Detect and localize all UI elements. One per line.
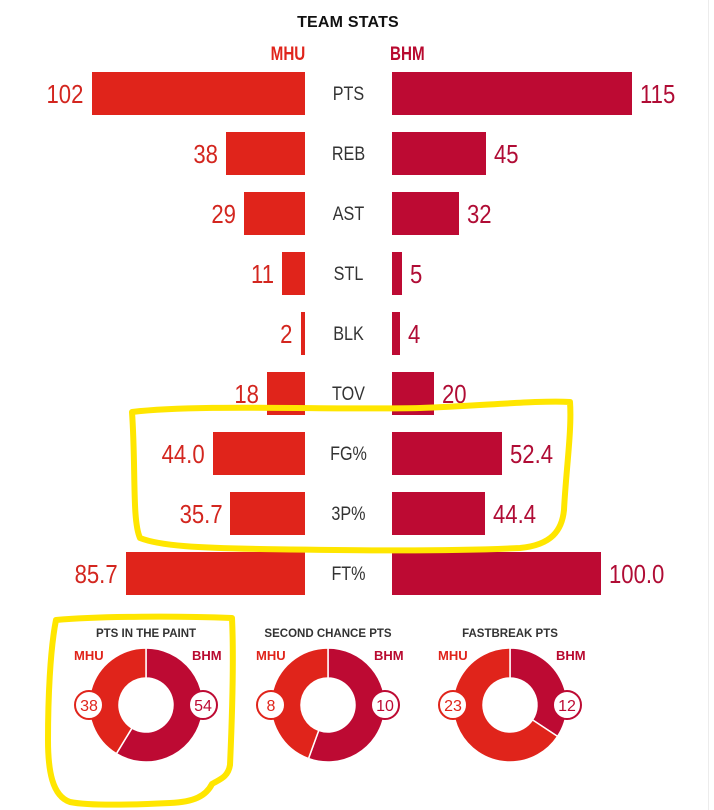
- stat-label: TOV: [332, 384, 365, 405]
- team-left-bar: [91, 72, 305, 115]
- team-left-value: 11: [251, 259, 275, 289]
- stat-row-ast: 29 AST 32: [0, 192, 714, 236]
- team-left-value: 18: [234, 379, 260, 409]
- donut-title: SECOND CHANCE PTS: [264, 628, 392, 640]
- stat-row-3p-pct: 35.7 3P% 44.4: [0, 492, 714, 536]
- donut-right-team: BHM: [556, 648, 586, 663]
- team-left-bar: [244, 192, 305, 235]
- team-left-bar: [125, 552, 305, 595]
- donut-title: FASTBREAK PTS: [462, 628, 558, 640]
- team-right-value: 44.4: [492, 499, 536, 529]
- donut-ring: 23 12: [438, 647, 582, 763]
- donut-right-value: 54: [194, 698, 212, 715]
- stat-label: AST: [332, 204, 365, 225]
- team-right-value: 100.0: [609, 559, 665, 589]
- team-left-bar: [300, 312, 305, 355]
- team-left-value: 44.0: [162, 439, 206, 469]
- stat-row-stl: 11 STL 5: [0, 252, 714, 296]
- donut-left-value: 8: [267, 698, 276, 715]
- donut-ring: 8 10: [256, 647, 400, 763]
- team-left-bar: [230, 492, 305, 535]
- team-left-value: 85.7: [74, 559, 118, 589]
- donut-fastbreak-pts: 23 12 FASTBREAK PTS MHU BHM: [420, 625, 600, 775]
- team-left-value: 38: [193, 139, 218, 169]
- team-right-bar: [392, 132, 487, 175]
- stat-label: PTS: [332, 84, 365, 105]
- team-right-bar: [392, 492, 485, 535]
- donut-title: PTS IN THE PAINT: [95, 628, 197, 640]
- team-left-value: 35.7: [179, 499, 223, 529]
- team-right-bar: [392, 252, 403, 295]
- team-right-bar: [392, 552, 601, 595]
- stat-row-ft-pct: 85.7 FT% 100.0: [0, 552, 714, 596]
- team-left-value: 29: [211, 199, 237, 229]
- team-right-header: BHM: [390, 44, 425, 65]
- team-left-bar: [213, 432, 305, 475]
- team-right-value: 4: [408, 319, 421, 349]
- team-right-value: 52.4: [509, 439, 553, 469]
- donut-right-team: BHM: [374, 648, 404, 663]
- donut-right-value: 10: [376, 698, 394, 715]
- team-right-bar: [392, 432, 502, 475]
- donut-left-value: 38: [80, 698, 98, 715]
- donut-right-team: BHM: [192, 648, 222, 663]
- team-right-bar: [392, 72, 633, 115]
- team-left-value: 102: [46, 79, 84, 109]
- team-right-value: 45: [494, 139, 519, 169]
- stat-row-fg-pct: 44.0 FG% 52.4: [0, 432, 714, 476]
- team-left-bar: [282, 252, 305, 295]
- team-right-value: 32: [466, 199, 492, 229]
- donut-left-team: MHU: [74, 648, 104, 663]
- stat-label: REB: [331, 144, 366, 165]
- stat-label: FT%: [331, 564, 366, 585]
- team-left-value: 2: [280, 319, 293, 349]
- team-right-value: 5: [410, 259, 423, 289]
- team-right-bar: [392, 312, 401, 355]
- stat-row-reb: 38 REB 45: [0, 132, 714, 176]
- stat-row-tov: 18 TOV 20: [0, 372, 714, 416]
- donut-left-team: MHU: [438, 648, 468, 663]
- stat-label: FG%: [330, 444, 367, 465]
- team-right-value: 115: [640, 79, 676, 109]
- donut-left-team: MHU: [256, 648, 286, 663]
- donut-right-value: 12: [558, 698, 576, 715]
- team-right-value: 20: [441, 379, 467, 409]
- team-left-bar: [225, 132, 305, 175]
- donut-pts-in-the-paint: 38 54 PTS IN THE PAINT MHU BHM: [56, 625, 236, 775]
- stat-label: 3P%: [331, 504, 366, 525]
- stat-label: STL: [333, 264, 364, 285]
- page-edge-divider: [708, 0, 709, 810]
- chart-title: TEAM STATS: [297, 14, 399, 31]
- team-right-bar: [392, 192, 459, 235]
- donut-left-value: 23: [444, 698, 462, 715]
- team-left-header: MHU: [270, 44, 306, 65]
- donut-second-chance-pts: 8 10 SECOND CHANCE PTS MHU BHM: [238, 625, 418, 775]
- stat-row-blk: 2 BLK 4: [0, 312, 714, 356]
- stat-row-pts: 102 PTS 115: [0, 72, 714, 116]
- team-right-bar: [392, 372, 434, 415]
- team-left-bar: [267, 372, 305, 415]
- stat-label: BLK: [333, 324, 364, 345]
